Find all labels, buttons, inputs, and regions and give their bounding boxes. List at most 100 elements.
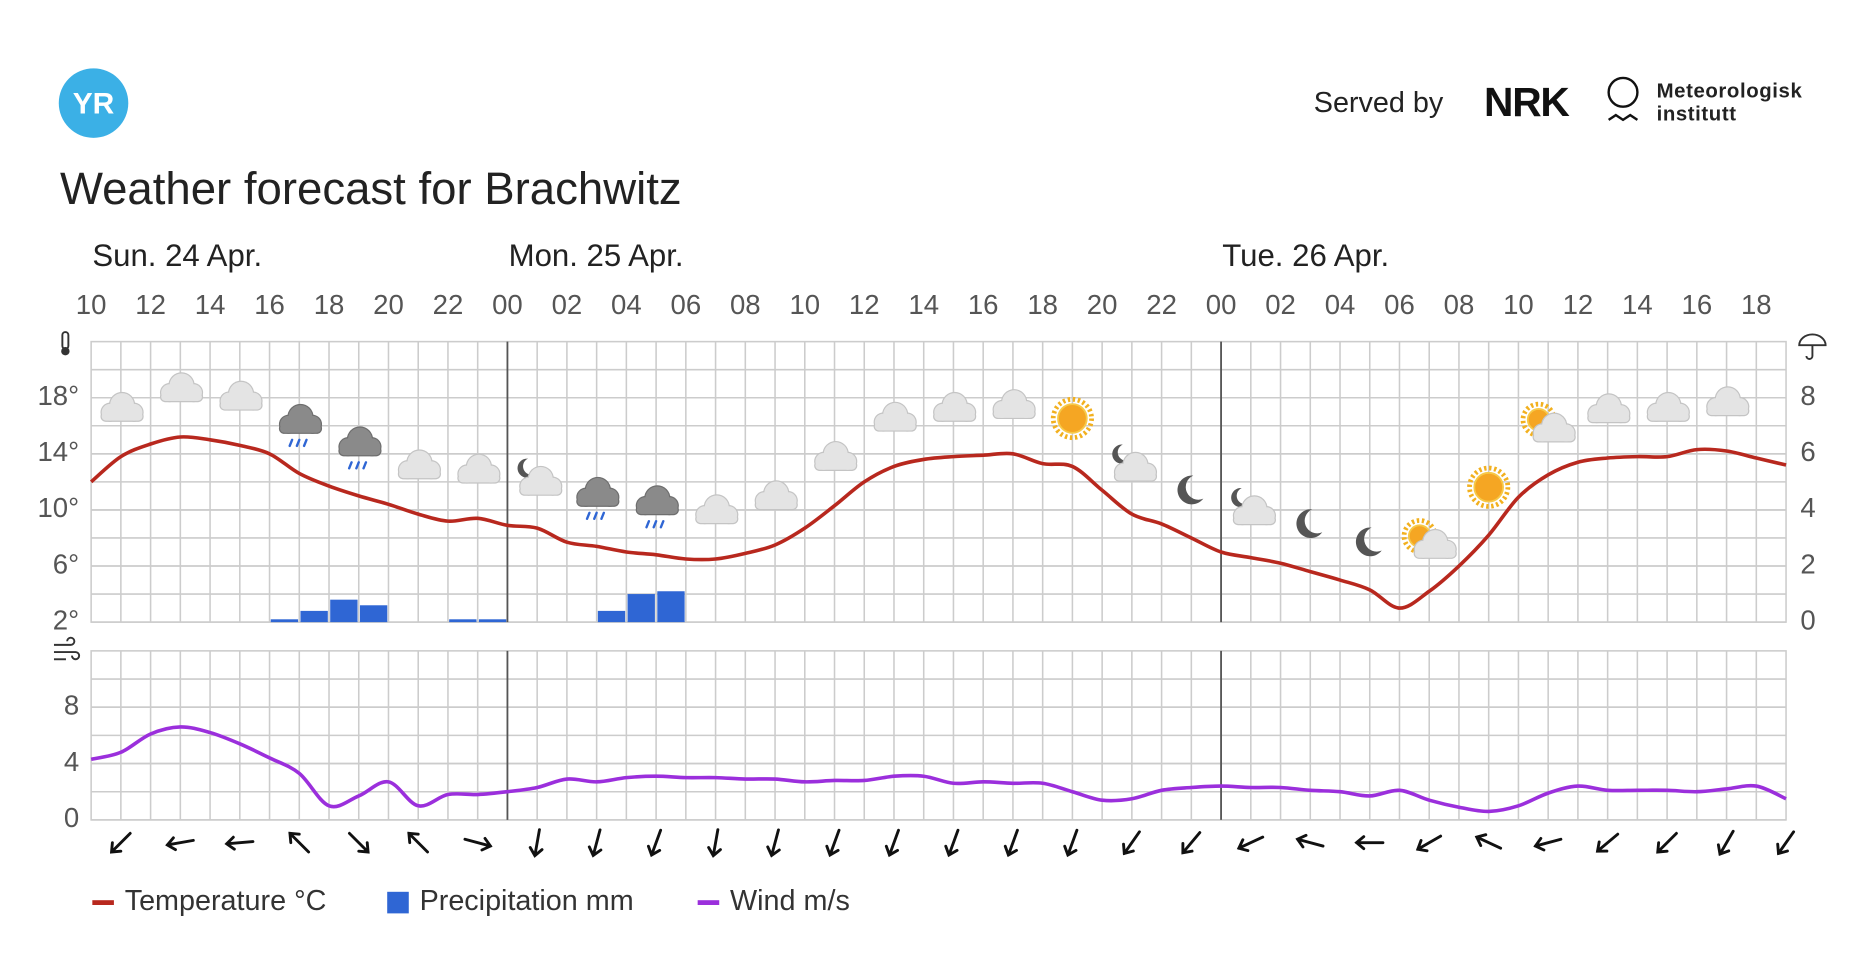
weather-symbol — [517, 458, 563, 496]
y2-tick-label: 0 — [1800, 604, 1815, 635]
arrow-shape — [224, 835, 255, 851]
wind-arrow — [1415, 834, 1443, 853]
x-tick-label: 12 — [849, 289, 880, 320]
wind-arrow — [1295, 833, 1325, 849]
cloud-part — [161, 392, 202, 402]
arrow-shape — [1122, 830, 1141, 856]
weather-symbol — [1587, 393, 1631, 424]
met-logo — [1607, 76, 1639, 122]
weather-symbol — [159, 372, 204, 403]
x-tick-label: 14 — [1622, 289, 1653, 320]
wind-arrow — [407, 831, 429, 854]
cloud-part — [755, 500, 797, 510]
wind-arrow — [1354, 835, 1385, 851]
precip-bar — [270, 619, 299, 623]
weather-symbol — [457, 453, 501, 484]
x-tick-label: 08 — [730, 289, 761, 320]
wind-stroke — [53, 636, 76, 646]
wind-line — [90, 725, 1787, 814]
arrow-shape — [165, 836, 195, 852]
chart-title: Weather forecast for Brachwitz — [60, 163, 682, 214]
raindrop — [585, 511, 591, 521]
wind-arrow — [1776, 830, 1796, 856]
x-tick-label: 20 — [1087, 289, 1118, 320]
sun-rays — [1050, 396, 1094, 441]
x-tick-label: 14 — [908, 289, 939, 320]
cloud-part — [520, 486, 562, 495]
wind-arrow — [1181, 831, 1202, 855]
cloud-part — [636, 505, 678, 515]
x-tick-label: 10 — [789, 289, 820, 320]
wind-arrow — [1533, 836, 1563, 852]
legend-label: Precipitation mm — [420, 885, 634, 917]
weather-symbol — [1355, 527, 1382, 557]
wind-arrow — [646, 828, 663, 858]
grid — [90, 340, 1787, 821]
raindrop — [362, 461, 368, 470]
cloud-part — [101, 412, 143, 421]
weather-symbol — [992, 389, 1036, 420]
x-tick-label: 04 — [611, 289, 642, 320]
raindrop — [645, 520, 651, 529]
raindrop — [593, 511, 598, 521]
x-tick-label: 08 — [1444, 289, 1475, 320]
umbrella-icon — [1798, 333, 1827, 360]
wind-arrow — [825, 828, 841, 858]
day-label: Tue. 26 Apr. — [1222, 238, 1389, 273]
x-tick-label: 16 — [254, 289, 285, 320]
arrow-shape — [825, 828, 841, 858]
yr-logo: YR — [58, 68, 129, 138]
nrk-logo: NRK — [1484, 79, 1570, 125]
x-tick-label: 00 — [492, 289, 523, 320]
wind-arrow — [528, 828, 544, 858]
y2-tick-label: 4 — [1800, 492, 1815, 523]
sun — [1473, 471, 1504, 503]
sun — [1057, 403, 1088, 434]
wind-arrow — [165, 836, 195, 852]
cloud-part — [399, 469, 440, 479]
arrow-shape — [1776, 830, 1796, 856]
wind-tick-label: 4 — [64, 746, 79, 777]
wind-arrow — [1063, 828, 1079, 858]
weather-symbol — [1296, 509, 1323, 538]
arrow-shape — [463, 836, 493, 852]
y-tick-label: 2° — [53, 604, 79, 635]
precip-bar — [478, 619, 507, 623]
arrow-shape — [944, 828, 960, 858]
weather-symbol — [635, 485, 679, 529]
raindrop — [600, 511, 606, 521]
thermometer-icon — [61, 331, 70, 356]
wind-arrow — [707, 828, 722, 858]
legend-precip-swatch — [387, 891, 409, 914]
x-tick-label: 12 — [1563, 289, 1594, 320]
raindrop — [355, 461, 360, 470]
logo-circle — [58, 68, 129, 138]
umbrella-top — [1798, 333, 1827, 347]
raindrop — [295, 438, 301, 448]
moon — [1112, 444, 1130, 464]
cloud-part — [1414, 549, 1456, 558]
cloud-part — [1707, 406, 1749, 416]
served-by: Served by — [1314, 87, 1444, 119]
x-tick-label: 20 — [373, 289, 404, 320]
weather-symbol — [754, 480, 798, 511]
weather-symbol — [695, 494, 739, 525]
arrow-shape — [707, 828, 722, 858]
precip-bar — [300, 610, 328, 623]
wind-arrow — [1716, 829, 1735, 857]
thermo-tube — [61, 331, 70, 350]
arrow-shape — [1354, 835, 1385, 851]
cloud-part — [1588, 413, 1630, 423]
y2-tick-label: 2 — [1800, 548, 1815, 579]
wind-tick-label: 8 — [64, 689, 79, 720]
raindrop — [302, 438, 308, 448]
weather-symbol — [873, 401, 917, 432]
day-label: Sun. 24 Apr. — [92, 238, 262, 273]
weather-symbol — [1520, 401, 1576, 443]
cloud-part — [874, 422, 916, 431]
wind-arrow — [944, 828, 960, 858]
weather-symbol — [1401, 518, 1457, 559]
precip-bar — [627, 594, 655, 623]
cloud-part — [1234, 515, 1275, 525]
